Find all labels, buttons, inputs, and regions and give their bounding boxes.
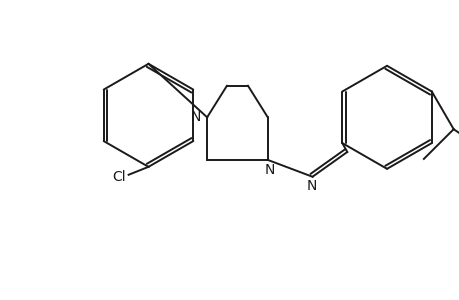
Text: N: N — [190, 110, 201, 124]
Text: Cl: Cl — [112, 170, 125, 184]
Text: N: N — [264, 163, 274, 177]
Text: N: N — [306, 179, 316, 193]
